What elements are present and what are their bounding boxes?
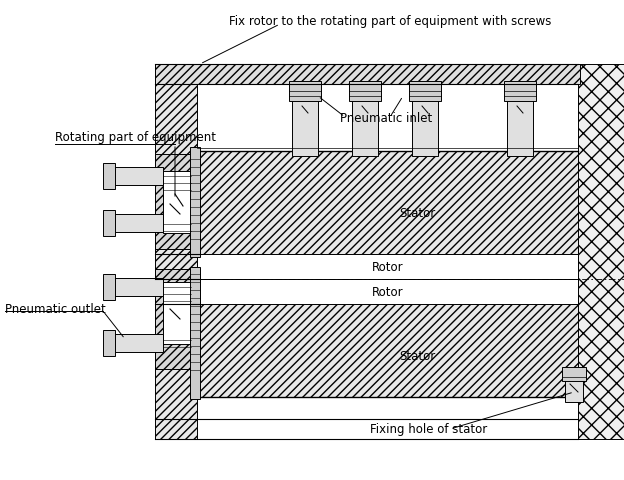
- Bar: [190, 148, 200, 257]
- Bar: [155, 269, 200, 369]
- Bar: [565, 374, 583, 402]
- Bar: [110, 278, 163, 296]
- Bar: [507, 97, 533, 156]
- Bar: [163, 282, 191, 344]
- Text: Pneumatic inlet: Pneumatic inlet: [340, 111, 432, 124]
- Bar: [289, 82, 321, 102]
- Bar: [352, 97, 378, 156]
- Bar: [155, 65, 580, 85]
- Bar: [155, 155, 200, 250]
- Bar: [197, 304, 578, 397]
- Bar: [110, 334, 163, 352]
- Bar: [504, 82, 536, 102]
- Text: Stator: Stator: [399, 206, 436, 219]
- Text: Rotor: Rotor: [372, 261, 403, 274]
- Bar: [412, 97, 438, 156]
- Bar: [562, 367, 586, 381]
- Bar: [103, 330, 115, 356]
- Bar: [163, 172, 191, 233]
- Text: Fixing hole of stator: Fixing hole of stator: [370, 422, 487, 435]
- Bar: [578, 65, 624, 439]
- Bar: [197, 279, 578, 304]
- Bar: [409, 82, 441, 102]
- Bar: [197, 254, 578, 279]
- Bar: [190, 267, 200, 399]
- Bar: [110, 215, 163, 232]
- Text: Stator: Stator: [399, 349, 436, 362]
- Bar: [292, 97, 318, 156]
- Bar: [103, 164, 115, 190]
- Bar: [110, 168, 163, 186]
- Bar: [103, 275, 115, 300]
- Bar: [103, 211, 115, 237]
- Bar: [349, 82, 381, 102]
- Bar: [155, 65, 197, 439]
- Bar: [197, 152, 578, 254]
- Text: Fix rotor to the rotating part of equipment with screws: Fix rotor to the rotating part of equipm…: [229, 15, 551, 28]
- Text: Rotating part of equipment: Rotating part of equipment: [55, 131, 216, 144]
- Text: Pneumatic outlet: Pneumatic outlet: [5, 303, 105, 316]
- Text: Rotor: Rotor: [372, 286, 403, 299]
